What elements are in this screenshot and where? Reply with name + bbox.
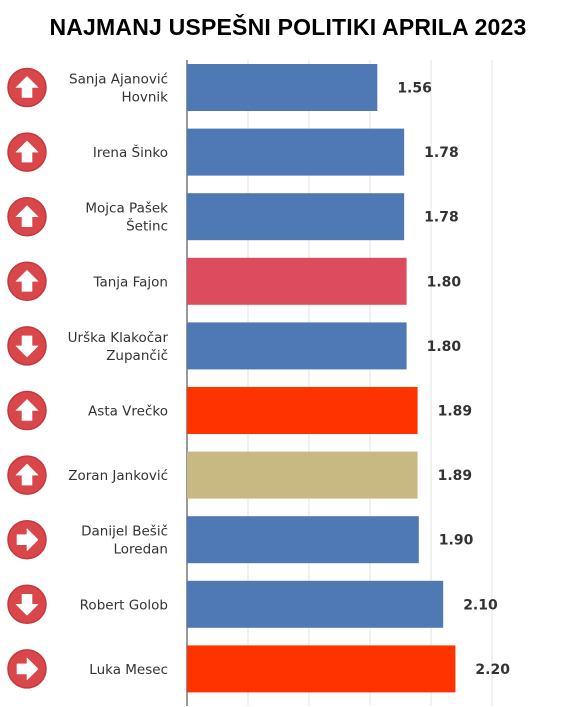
- arrow-up-icon: [7, 261, 47, 302]
- value-label: 1.56: [397, 81, 432, 97]
- arrow-right-icon: [7, 519, 47, 560]
- category-label: Hovnik: [121, 90, 168, 106]
- category-label: Danijel Bešič: [81, 524, 168, 540]
- arrow-up-icon: [7, 132, 47, 172]
- category-label: Irena Šinko: [93, 143, 168, 161]
- bar: [187, 322, 407, 370]
- category-label: Asta Vrečko: [88, 404, 168, 420]
- bar: [187, 580, 444, 628]
- category-label: Šetinc: [126, 217, 168, 235]
- arrow-down-icon: [7, 584, 47, 625]
- bar: [187, 645, 456, 693]
- arrow-down-icon: [7, 326, 47, 366]
- value-label: 1.80: [427, 339, 462, 355]
- category-label: Mojca Pašek: [85, 201, 168, 217]
- category-label: Zupančič: [106, 348, 168, 364]
- value-label: 1.80: [427, 274, 462, 290]
- arrow-right-icon: [7, 649, 47, 689]
- arrow-up-icon: [7, 67, 47, 108]
- value-label: 1.78: [424, 145, 459, 161]
- bar: [187, 193, 405, 241]
- category-label: Urška Klakočar: [68, 330, 169, 346]
- value-label: 2.10: [463, 597, 498, 613]
- category-label: Sanja Ajanović: [69, 72, 168, 88]
- chart-title: NAJMANJ USPEŠNI POLITIKI APRILA 2023: [49, 14, 527, 40]
- value-label: 1.90: [439, 533, 474, 549]
- category-label: Loredan: [113, 542, 168, 558]
- bar: [187, 128, 405, 176]
- value-label: 1.89: [438, 468, 473, 484]
- arrow-up-icon: [7, 390, 47, 431]
- value-label: 1.78: [424, 210, 459, 226]
- bar: [187, 387, 418, 434]
- arrow-up-icon: [7, 196, 47, 237]
- arrow-up-icon: [7, 455, 47, 495]
- category-label: Robert Golob: [80, 597, 168, 613]
- bar: [187, 64, 378, 111]
- category-label: Zoran Janković: [68, 468, 168, 484]
- value-label: 2.20: [475, 662, 510, 678]
- value-label: 1.89: [438, 404, 473, 420]
- category-label: Luka Mesec: [89, 662, 168, 678]
- bar: [187, 257, 407, 305]
- bar: [187, 451, 418, 499]
- category-label: Tanja Fajon: [92, 274, 168, 290]
- bar: [187, 516, 419, 564]
